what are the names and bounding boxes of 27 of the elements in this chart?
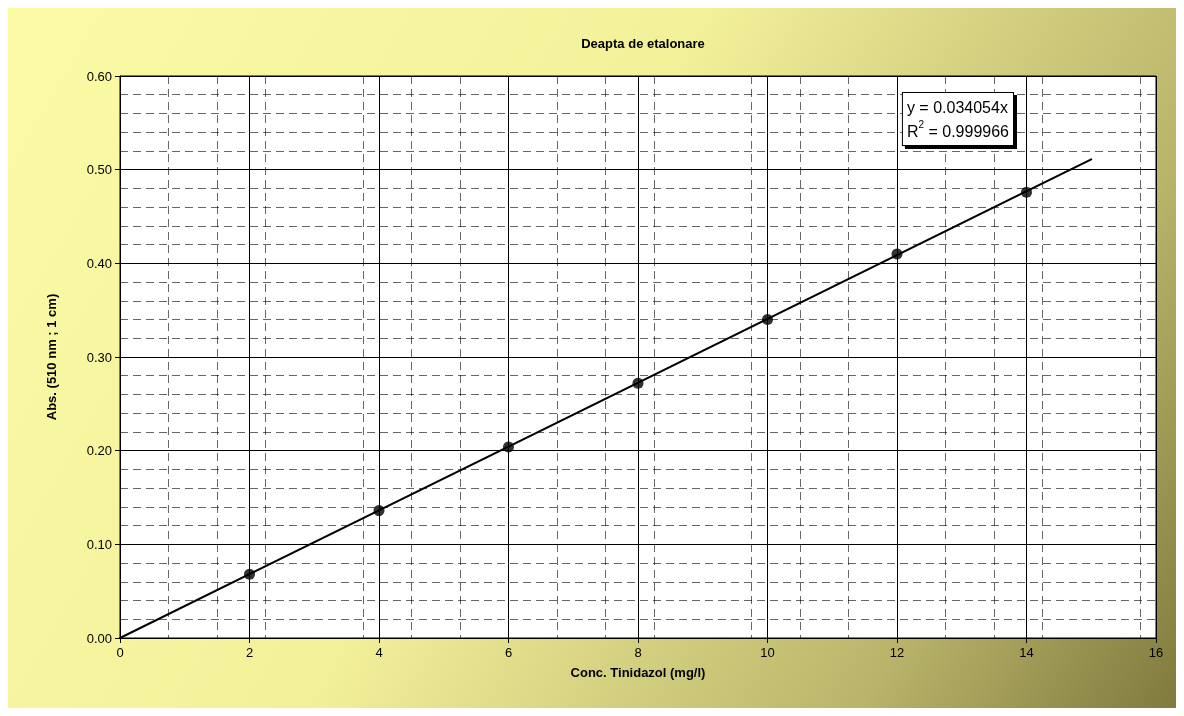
x-tick-label: 0 (116, 645, 124, 660)
y-tick-label: 0.30 (86, 349, 112, 365)
point (1021, 186, 1032, 198)
x-tick-label: 6 (504, 645, 513, 660)
point (891, 248, 903, 260)
point (503, 441, 514, 453)
x-tick-label: 12 (889, 645, 905, 660)
chart-title: Deapta de etalonare (581, 36, 705, 51)
x-axis-title: Conc. Tinidazol (mg/l) (570, 665, 706, 680)
annotation: y = 0.034054x (906, 98, 1008, 116)
x-tick-label: 16 (1148, 645, 1164, 660)
x-tick-label: 14 (1019, 645, 1034, 660)
y-tick-label: 0.40 (86, 255, 112, 271)
x-tick-label: 2 (245, 645, 254, 660)
y-tick-label: 0.20 (86, 443, 112, 459)
x-tick-label: 4 (375, 645, 383, 660)
y-tick-label: 0.10 (86, 536, 112, 552)
y-axis-title: Abs. (510 nm ; 1 cm) (44, 293, 59, 421)
point (373, 505, 385, 517)
y-tick-label: 0.50 (86, 162, 112, 178)
x-tick-label: 8 (634, 645, 642, 660)
y-tick-label: 0.00 (86, 630, 112, 646)
x-tick-label: 10 (760, 645, 775, 660)
point (244, 568, 255, 580)
y-tick-label: 0.60 (86, 68, 112, 84)
point (632, 377, 644, 389)
point (762, 314, 773, 326)
